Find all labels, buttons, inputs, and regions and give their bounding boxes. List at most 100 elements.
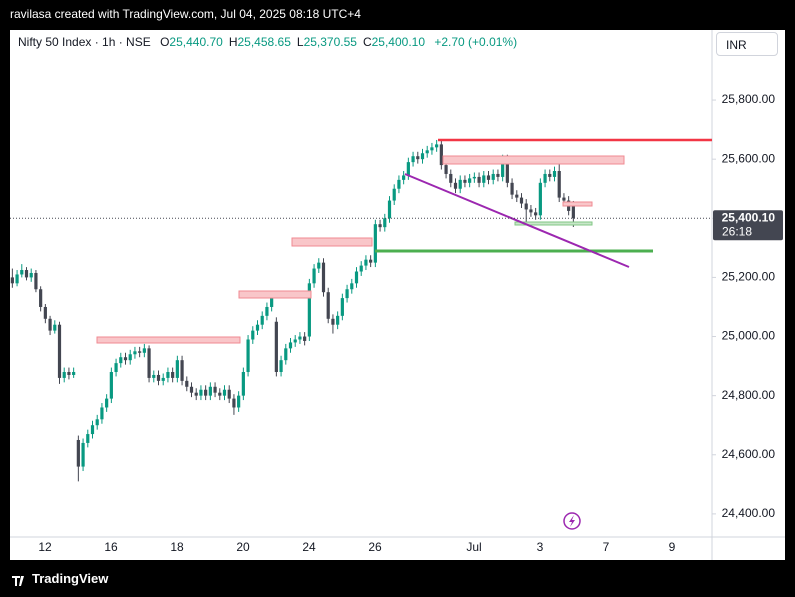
y-tick-label: 25,600.00	[722, 151, 776, 165]
supply-zone	[562, 201, 593, 207]
y-tick-label: 24,800.00	[722, 388, 776, 402]
candle-body	[105, 398, 109, 408]
candle-body	[331, 318, 335, 325]
candle-body	[232, 398, 236, 408]
legend-value: 25,400.10	[371, 35, 426, 49]
candle-body	[189, 386, 194, 393]
candle-body	[378, 224, 382, 228]
candle-body	[416, 156, 420, 160]
last-price-label: 25,400.10	[722, 210, 776, 224]
x-tick-label: 9	[669, 540, 676, 554]
candle-body	[505, 159, 509, 183]
candle-body	[237, 395, 241, 408]
supply-zone	[291, 237, 373, 247]
candle-body	[317, 262, 321, 269]
legend: Nifty 50 Index · 1h · NSE O25,440.70 H25,…	[18, 35, 517, 49]
legend-key: O	[160, 35, 170, 49]
candle-body	[199, 389, 203, 396]
candle-body	[482, 175, 486, 183]
candle-body	[321, 262, 326, 293]
candle-body	[152, 374, 156, 378]
candle-body	[20, 270, 24, 275]
candle-body	[350, 283, 354, 290]
candle-body	[411, 156, 415, 163]
x-tick-label: 7	[603, 540, 610, 554]
candle-body	[138, 351, 142, 353]
candle-body	[383, 218, 387, 228]
candle-body	[114, 363, 118, 373]
candle-body	[156, 374, 161, 381]
legend-value: 25,370.55	[303, 35, 357, 49]
legend-key: L	[296, 35, 304, 49]
candle-body	[303, 336, 307, 341]
candle-body	[57, 324, 62, 378]
candle-body	[496, 173, 500, 177]
legend-value: 25,458.65	[237, 35, 291, 49]
candle-body	[557, 170, 561, 198]
candle-body	[72, 372, 76, 375]
candle-body	[270, 298, 274, 307]
candle-body	[142, 348, 146, 353]
candle-body	[194, 392, 198, 396]
drawings	[96, 138, 712, 344]
candle-body	[486, 175, 491, 180]
y-tick-label: 25,200.00	[722, 270, 776, 284]
symbol: Nifty 50 Index · 1h · NSE	[18, 35, 151, 49]
candle-body	[387, 200, 392, 219]
candle-body	[213, 386, 217, 393]
icon-circle	[563, 512, 581, 530]
logo-mark	[12, 576, 24, 586]
candle-body	[354, 271, 359, 284]
demand-zone	[514, 221, 593, 226]
candle-body	[472, 176, 476, 179]
icon-bolt	[569, 515, 575, 527]
last-price-box	[713, 210, 783, 241]
trend-line	[404, 173, 630, 268]
candle-body	[534, 212, 538, 216]
candle-body	[312, 268, 316, 284]
candle-body	[123, 357, 128, 361]
candle-body	[227, 389, 231, 399]
candle-body	[204, 389, 208, 396]
y-tick-label: 24,600.00	[722, 447, 776, 461]
candle-body	[29, 272, 33, 278]
legend-key: C	[362, 35, 372, 49]
candle-body	[468, 178, 472, 183]
candle-body	[326, 292, 330, 319]
candle-body	[222, 389, 227, 396]
candle-body	[562, 197, 566, 201]
candle-body	[95, 419, 99, 426]
candle-body	[340, 298, 344, 316]
candle-body	[298, 336, 302, 340]
x-tick-label: 20	[236, 540, 250, 554]
candle-body	[397, 179, 401, 189]
x-tick-label: 24	[302, 540, 316, 554]
candle-body	[336, 315, 340, 325]
candle-body	[392, 188, 396, 201]
candle-body	[501, 159, 505, 177]
candle-body	[255, 324, 260, 331]
candle-body	[53, 324, 57, 331]
candle-body	[548, 173, 552, 177]
candle-body	[90, 425, 95, 435]
candle-body	[279, 360, 283, 373]
candle-body	[265, 306, 269, 316]
candle-body	[538, 182, 542, 216]
candle-body	[359, 265, 363, 272]
legend-value: 25,440.70	[169, 35, 223, 49]
candle-body	[48, 318, 52, 331]
candle-body	[373, 224, 377, 263]
candle-body	[10, 277, 14, 284]
candle-body	[246, 339, 250, 373]
candle-body	[86, 434, 90, 443]
candle-body	[133, 351, 137, 355]
currency-button[interactable]: INR	[716, 32, 778, 56]
candle-body	[406, 162, 410, 176]
y-tick-label: 25,800.00	[722, 92, 776, 106]
candle-body	[458, 179, 462, 189]
lightning-icon[interactable]	[563, 512, 581, 530]
candle-body	[524, 203, 528, 210]
candle-body	[34, 272, 38, 290]
candle-body	[81, 442, 85, 467]
